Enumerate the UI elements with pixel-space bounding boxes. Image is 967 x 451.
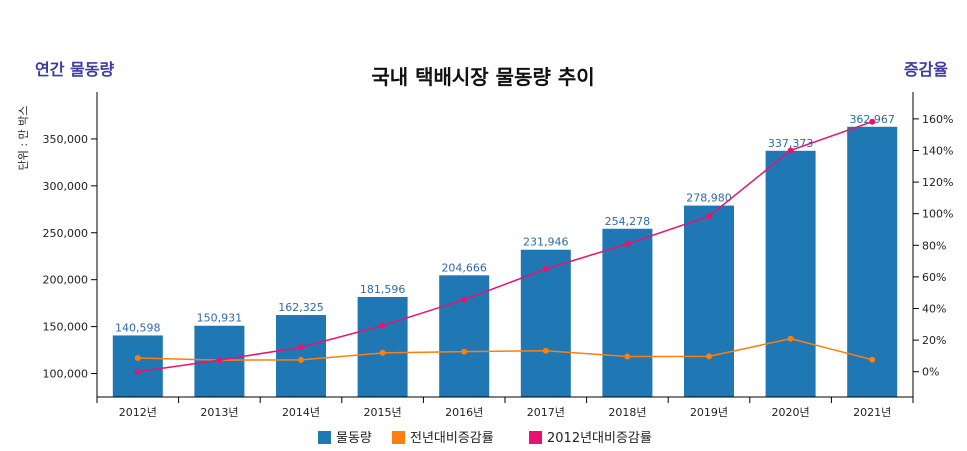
right-tick-label: 140% xyxy=(922,144,953,157)
bar xyxy=(439,275,490,397)
left-tick-label: 150,000 xyxy=(43,321,89,334)
bar xyxy=(847,126,898,398)
point-since2012 xyxy=(787,147,794,154)
bar-data-labels: 140,598 150,931 162,325 181,596 204,666 231,9… xyxy=(115,113,895,335)
legend-label-yoy: 전년대비증감률 xyxy=(410,431,494,446)
point-yoy xyxy=(134,354,141,361)
bar xyxy=(684,205,734,397)
x-tick-label: 2021년 xyxy=(853,406,891,419)
right-tick-label: 20% xyxy=(922,334,946,347)
point-since2012 xyxy=(706,213,712,220)
x-tick-label: 2018년 xyxy=(608,406,646,419)
bar-data-label: 162,325 xyxy=(278,301,324,314)
x-tick-label: 2014년 xyxy=(282,406,320,419)
point-since2012 xyxy=(379,322,386,329)
right-tick-label: 60% xyxy=(922,271,946,284)
bar-data-label: 278,980 xyxy=(686,192,732,205)
right-tick-label: 120% xyxy=(922,176,953,189)
left-tick-label: 350,000 xyxy=(43,133,89,146)
x-axis-ticks: 2012년 2013년 2014년 2015년 2016년 2017년 2018년 2019년… xyxy=(96,397,914,419)
right-tick-label: 0% xyxy=(922,366,939,379)
legend-label-since2012: 2012년대비증감률 xyxy=(547,431,652,446)
point-since2012 xyxy=(216,357,223,364)
point-yoy xyxy=(379,349,386,356)
bar xyxy=(520,249,571,397)
point-yoy xyxy=(542,347,549,354)
left-axis-caption: 연간 물동량 xyxy=(35,60,114,79)
bar-series xyxy=(112,126,898,398)
bar-data-label: 231,946 xyxy=(523,236,569,249)
bar xyxy=(602,228,653,397)
bar xyxy=(276,315,326,397)
point-yoy xyxy=(706,353,712,360)
legend-swatch-since2012 xyxy=(529,431,542,444)
x-tick-label: 2015년 xyxy=(364,406,402,419)
point-yoy xyxy=(461,348,468,355)
bar xyxy=(765,150,816,397)
left-tick-label: 250,000 xyxy=(43,227,89,240)
right-axis-ticks: 0% 20% 40% 60% 80% 100% 120% 140% 160% xyxy=(913,113,953,379)
point-since2012 xyxy=(134,368,141,375)
point-yoy xyxy=(298,356,304,363)
point-since2012 xyxy=(461,296,468,303)
right-tick-label: 100% xyxy=(922,208,953,221)
point-since2012 xyxy=(542,265,549,272)
right-tick-label: 40% xyxy=(922,303,946,316)
bar-data-label: 181,596 xyxy=(360,283,406,296)
left-tick-label: 100,000 xyxy=(43,368,89,381)
point-since2012 xyxy=(869,118,876,125)
point-since2012 xyxy=(624,240,631,247)
series-line-since2012 xyxy=(137,121,873,373)
x-tick-label: 2016년 xyxy=(445,406,483,419)
x-tick-label: 2017년 xyxy=(527,406,565,419)
point-yoy xyxy=(869,356,876,363)
bar-data-label: 140,598 xyxy=(115,321,161,334)
left-tick-label: 300,000 xyxy=(43,180,89,193)
point-yoy xyxy=(624,353,631,360)
x-tick-label: 2012년 xyxy=(119,406,157,419)
point-yoy xyxy=(787,335,794,342)
line-series xyxy=(134,118,876,375)
legend-label-volume: 물동량 xyxy=(336,431,372,446)
x-tick-label: 2020년 xyxy=(772,406,810,419)
legend-swatch-volume xyxy=(318,431,331,444)
unit-label: 단위 : 만 박스 xyxy=(17,106,30,171)
bar xyxy=(357,296,408,397)
bar-data-label: 254,278 xyxy=(605,215,651,228)
left-axis-ticks: 100,000 150,000 200,000 250,000 300,000 350,0… xyxy=(43,133,97,381)
bar-data-label: 150,931 xyxy=(197,312,243,325)
x-tick-label: 2013년 xyxy=(200,406,238,419)
legend-swatch-yoy xyxy=(392,431,405,444)
right-tick-label: 80% xyxy=(922,239,946,252)
series-line-yoy xyxy=(137,337,873,361)
x-tick-label: 2019년 xyxy=(690,406,728,419)
chart-title: 국내 택배시장 물동량 추이 xyxy=(371,65,594,89)
point-since2012 xyxy=(298,344,304,351)
left-tick-label: 200,000 xyxy=(43,274,89,287)
bar xyxy=(112,335,163,397)
legend: 물동량 전년대비증감률 2012년대비증감률 xyxy=(318,431,652,446)
right-axis-caption: 증감율 xyxy=(904,60,948,79)
bar-data-label: 204,666 xyxy=(441,261,487,274)
right-tick-label: 160% xyxy=(922,113,953,126)
